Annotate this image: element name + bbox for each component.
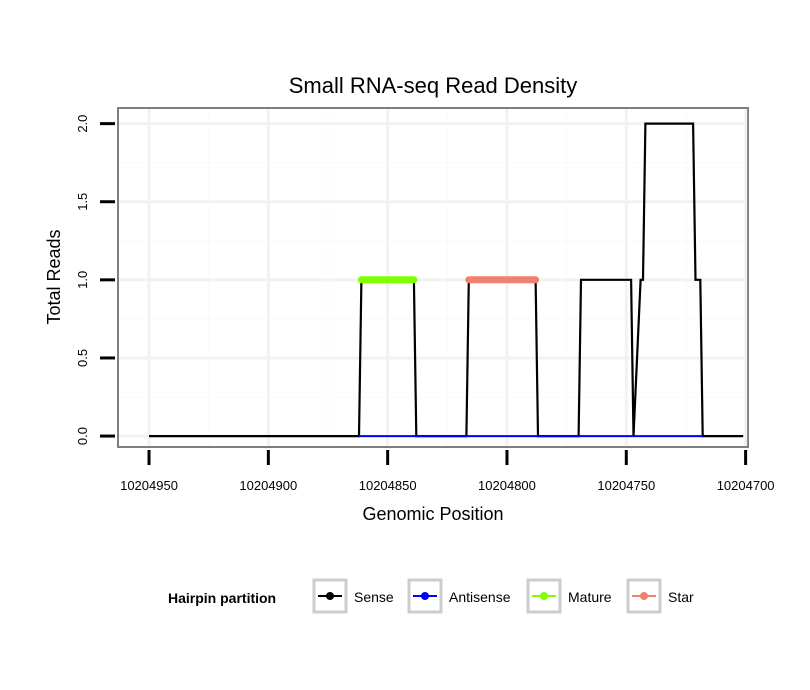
y-tick-label: 1.0 <box>75 271 90 289</box>
x-axis-title: Genomic Position <box>362 504 503 524</box>
y-tick-label: 2.0 <box>75 115 90 133</box>
legend-label-antisense: Antisense <box>449 589 511 605</box>
plot-panel <box>117 107 749 448</box>
legend-dot-mature <box>540 592 548 600</box>
x-tick-label: 10204900 <box>239 478 297 493</box>
legend-label-mature: Mature <box>568 589 612 605</box>
legend-dot-sense <box>326 592 334 600</box>
y-tick-label: 1.5 <box>75 193 90 211</box>
grid-minor <box>119 109 747 446</box>
legend: Hairpin partition Sense Antisense Mature St… <box>168 578 694 614</box>
x-tick-label: 10204750 <box>597 478 655 493</box>
legend-dot-antisense <box>421 592 429 600</box>
y-axis-title: Total Reads <box>44 229 64 324</box>
x-axis: 10204950 10204900 10204850 10204800 10204750… <box>120 450 775 493</box>
series-sense-line <box>149 122 744 438</box>
x-tick-label: 10204950 <box>120 478 178 493</box>
x-tick-label: 10204800 <box>478 478 536 493</box>
legend-label-sense: Sense <box>354 589 394 605</box>
y-tick-label: 0.5 <box>75 349 90 367</box>
chart-title: Small RNA-seq Read Density <box>289 73 578 98</box>
y-tick-label: 0.0 <box>75 427 90 445</box>
legend-dot-star <box>640 592 648 600</box>
legend-title: Hairpin partition <box>168 590 276 606</box>
legend-label-star: Star <box>668 589 694 605</box>
series-layer <box>149 122 744 438</box>
x-tick-label: 10204700 <box>717 478 775 493</box>
x-tick-label: 10204850 <box>359 478 417 493</box>
y-axis: 0.0 0.5 1.0 1.5 2.0 <box>75 115 115 445</box>
